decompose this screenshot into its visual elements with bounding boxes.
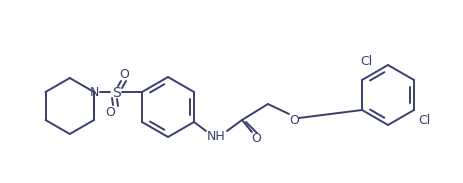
Text: O: O — [288, 115, 298, 128]
Text: O: O — [105, 106, 115, 119]
Text: Cl: Cl — [417, 114, 429, 127]
Text: Cl: Cl — [359, 55, 371, 68]
Text: N: N — [89, 87, 99, 100]
Text: NH: NH — [206, 130, 225, 143]
Text: S: S — [112, 86, 120, 100]
Text: O: O — [119, 68, 129, 81]
Text: O: O — [250, 132, 260, 145]
